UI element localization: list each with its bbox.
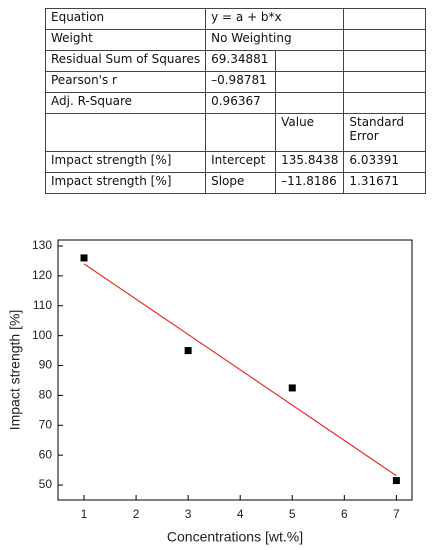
cell: –0.98781: [205, 71, 277, 93]
cell: Value: [275, 113, 345, 152]
x-tick-label: 6: [341, 507, 348, 521]
cell: Pearson's r: [44, 71, 207, 93]
cell: 6.03391: [343, 151, 427, 173]
cell: Equation: [44, 8, 207, 30]
cell: [44, 113, 207, 152]
y-tick-label: 80: [39, 388, 53, 402]
plot-frame: [57, 239, 413, 501]
x-tick-label: 5: [289, 507, 296, 521]
cell: [275, 71, 345, 93]
cell: Intercept: [205, 151, 277, 173]
cell: 69.34881: [205, 50, 277, 72]
y-tick-label: 110: [33, 298, 52, 312]
cell: 1.31671: [343, 172, 427, 194]
cell: [343, 8, 427, 30]
x-tick-label: 2: [133, 507, 140, 521]
cell: Adj. R-Square: [44, 92, 207, 114]
x-axis-title: Concentrations [wt.%]: [167, 529, 303, 545]
cell: y = a + b*x: [205, 8, 345, 30]
y-tick-label: 130: [32, 238, 52, 252]
y-tick-label: 90: [39, 358, 53, 372]
data-point: [80, 254, 88, 262]
cell: [343, 71, 427, 93]
fit-table: Equation y = a + b*x Weight No Weighting R…: [44, 8, 427, 194]
fit-line: [83, 263, 397, 477]
cell: Slope: [205, 172, 277, 194]
y-axis-title: Impact strength [%]: [7, 310, 23, 431]
cell: [275, 50, 345, 72]
x-tick-label: 3: [185, 507, 192, 521]
x-tick-label: 4: [237, 507, 244, 521]
cell: [205, 113, 277, 152]
cell: No Weighting: [205, 29, 345, 51]
data-point: [288, 384, 296, 392]
cell: [275, 92, 345, 114]
data-point: [184, 347, 192, 355]
y-tick-label: 60: [39, 447, 53, 461]
y-tick-label: 120: [32, 268, 52, 282]
y-tick-label: 70: [39, 417, 53, 431]
cell: [343, 92, 427, 114]
data-point: [392, 477, 400, 485]
y-tick-label: 100: [32, 328, 52, 342]
cell: Impact strength [%]: [44, 172, 207, 194]
cell: 135.8438: [275, 151, 345, 173]
cell: 0.96367: [205, 92, 277, 114]
cell: –11.8186: [275, 172, 345, 194]
cell: [343, 50, 427, 72]
cell: Residual Sum of Squares: [44, 50, 207, 72]
cell: [343, 29, 427, 51]
cell: Impact strength [%]: [44, 151, 207, 173]
x-tick-label: 7: [393, 507, 400, 521]
cell: Standard Error: [343, 113, 427, 152]
x-tick-label: 1: [81, 507, 88, 521]
cell: Weight: [44, 29, 207, 51]
y-tick-label: 50: [39, 477, 53, 491]
